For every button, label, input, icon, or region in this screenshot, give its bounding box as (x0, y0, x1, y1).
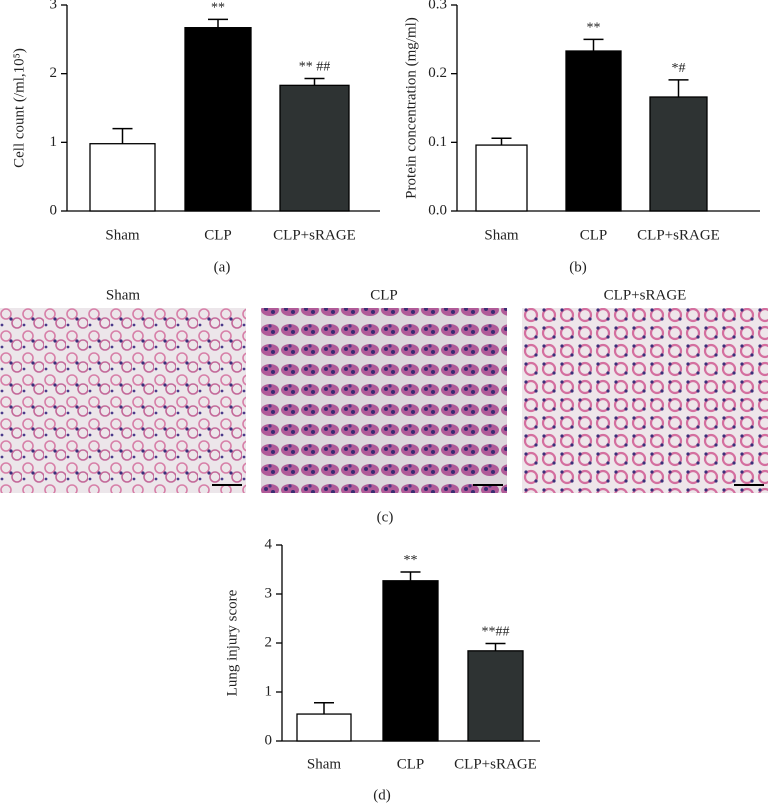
histology-image (522, 308, 768, 493)
panel-label: (d) (373, 787, 391, 803)
x-tick-label: CLP (580, 227, 608, 243)
significance-annotation: **## (482, 625, 510, 640)
bar (296, 713, 352, 742)
y-tick-label: 0.2 (428, 65, 447, 81)
bar (184, 27, 252, 212)
x-tick-label: Sham (105, 227, 140, 243)
y-tick-label: 0 (265, 732, 273, 748)
significance-annotation: ** (587, 21, 601, 36)
y-tick-label: 4 (265, 536, 273, 552)
bar (279, 84, 350, 212)
y-tick-label: 0.3 (428, 0, 447, 12)
image-title: CLP+sRAGE (604, 287, 687, 303)
y-tick-label: 1 (50, 134, 58, 150)
bar (89, 143, 156, 212)
y-tick-label: 3 (265, 585, 273, 601)
panel-label: (b) (569, 259, 587, 275)
y-tick-label: 0.0 (428, 202, 447, 218)
panel-label: (c) (377, 509, 394, 525)
y-tick-label: 0.1 (428, 134, 447, 150)
y-tick-label: 0 (50, 202, 58, 218)
x-tick-label: CLP (204, 227, 232, 243)
panel-label: (a) (214, 259, 231, 275)
bar (475, 144, 528, 212)
x-tick-label: CLP (397, 756, 425, 772)
y-axis-label: Protein concentration (mg/ml) (403, 17, 419, 199)
image-title: Sham (106, 287, 141, 303)
significance-annotation: ** ## (299, 60, 331, 75)
x-tick-label: CLP+sRAGE (454, 756, 537, 772)
bar (467, 650, 524, 742)
bar (649, 96, 708, 212)
y-axis-label: Lung injury score (224, 589, 240, 696)
bar (565, 50, 622, 212)
histology-images: Sham CLP CLP+sRAGE (c) (0, 287, 768, 525)
histology-image (261, 308, 507, 493)
significance-annotation: ** (404, 553, 418, 568)
y-tick-label: 1 (265, 683, 273, 699)
bar (382, 580, 439, 742)
y-axis-label: Cell count (/ml,10⁵) (11, 48, 27, 168)
histology-image (0, 308, 246, 493)
x-tick-label: CLP+sRAGE (273, 227, 356, 243)
x-tick-label: Sham (484, 227, 519, 243)
y-tick-label: 2 (265, 634, 273, 650)
image-title: CLP (370, 287, 398, 303)
significance-annotation: ** (211, 1, 225, 16)
significance-annotation: *# (672, 61, 686, 76)
y-tick-label: 3 (50, 0, 58, 12)
x-tick-label: Sham (307, 756, 342, 772)
y-tick-label: 2 (50, 65, 58, 81)
x-tick-label: CLP+sRAGE (637, 227, 720, 243)
